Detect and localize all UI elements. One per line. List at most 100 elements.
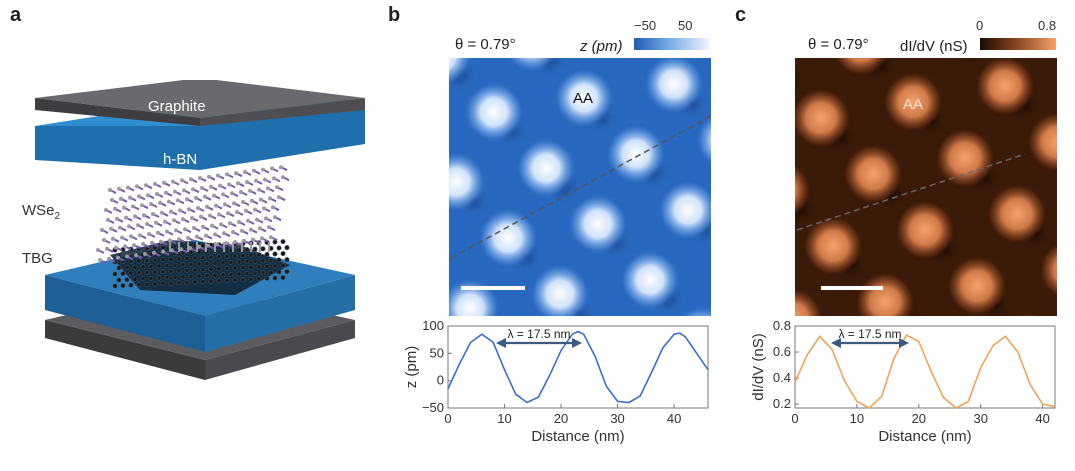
panel-c-aa-site [975, 58, 1035, 116]
wse2-atom [259, 197, 263, 202]
panel-b-aa-site [449, 58, 472, 86]
tbg-atom [224, 253, 230, 259]
panel-c-colorbar: 0 0.8 dI/dV (nS) [900, 18, 1060, 58]
panel-c-x-tick-label: 20 [912, 411, 926, 426]
wse2-atom [176, 198, 180, 203]
panel-b-dark-site [625, 58, 654, 65]
tbg-atom [172, 274, 178, 280]
wse2-atom [232, 201, 236, 206]
graphite-label: Graphite [148, 98, 206, 115]
wse2-atom [235, 210, 239, 214]
wse2-atom [165, 229, 169, 234]
wse2-atom [111, 236, 115, 241]
tbg-atom [228, 259, 234, 265]
tbg-atom [260, 246, 266, 252]
panel-b-aa-site [464, 82, 524, 142]
wse2-atom [181, 217, 185, 222]
tbg-atom [148, 275, 154, 281]
wse2-atom [131, 204, 135, 209]
wse2-atom [133, 214, 137, 219]
panel-c-aa-site [935, 128, 995, 188]
tbg-atom [264, 251, 270, 257]
tbg-atom [116, 265, 122, 271]
tbg-atom [144, 269, 150, 275]
wse2-atom [203, 194, 207, 199]
panel-b-x-tick-label: 10 [497, 411, 511, 426]
tbg-atom [156, 263, 162, 269]
wse2-atom [237, 220, 241, 224]
tbg-atom [152, 269, 158, 275]
wse2-atom [194, 196, 198, 200]
wse2-atom [244, 208, 248, 213]
tbg-atom [276, 269, 282, 275]
panel-b-aa-site [554, 68, 614, 128]
panel-c-aa-site [795, 58, 799, 77]
tbg-atom [128, 270, 134, 276]
tbg-atom [168, 256, 174, 262]
wse2-atom [144, 183, 148, 188]
wse2-atom [185, 197, 189, 202]
panel-c-aa-site [855, 272, 915, 316]
wse2-atom [219, 222, 223, 227]
wse2-atom [114, 245, 118, 250]
tbg-atom [204, 273, 210, 279]
wse2-atom [146, 193, 150, 198]
wse2-atom [234, 171, 238, 176]
panel-c-aa-label: AA [903, 96, 924, 113]
panel-b-aa-site [568, 194, 628, 254]
panel-c-colorbar-gradient [980, 38, 1056, 50]
wse2-atom [117, 186, 121, 191]
tbg-atom [112, 271, 118, 277]
tbg-atom [144, 257, 150, 263]
wse2-atom [158, 200, 162, 205]
tbg-atom [268, 257, 274, 263]
wse2-atom [104, 208, 108, 212]
tbg-atom [240, 253, 246, 259]
tbg-atom [132, 276, 138, 282]
hbn-label: h-BN [163, 151, 198, 168]
panel-b-label: b [388, 4, 401, 26]
panel-c-x-tick-label: 40 [1035, 411, 1049, 426]
panel-b-x-tick-label: 20 [554, 411, 568, 426]
panel-b-aa-site [644, 58, 704, 114]
panel-b-x-tick-label: 40 [667, 411, 681, 426]
wse2-atom [125, 254, 129, 259]
wse2-atom [124, 215, 128, 220]
wse2-atom [110, 198, 114, 202]
tbg-atom [196, 273, 202, 279]
panel-b-y-axis-label: z (pm) [403, 346, 420, 389]
panel-b-dark-site [449, 258, 454, 283]
panel-c-x-tick-label: 10 [850, 411, 864, 426]
panel-c-y-tick-label: 0.8 [773, 318, 791, 333]
wse2-atom [153, 182, 157, 186]
tbg-atom [116, 277, 122, 283]
panel-b-x-tick-label: 30 [610, 411, 624, 426]
panel-b-aa-site [449, 152, 486, 212]
panel-b-moire-aa-sites [449, 58, 711, 316]
wse2-atom [132, 243, 136, 248]
wse2-atom [167, 199, 171, 204]
panel-b-colorbar-max: 50 [678, 18, 693, 33]
tbg-atom [124, 277, 130, 283]
panel-b-aa-site [658, 180, 711, 240]
wse2-atom [269, 235, 273, 240]
wse2-atom [268, 196, 272, 201]
wse2-atom [191, 187, 195, 192]
tbg-atom [204, 261, 210, 267]
wse2-atom [272, 176, 276, 181]
tbg-atom [248, 252, 254, 258]
panel-b-aa-site [506, 58, 558, 72]
tbg-atom [136, 258, 142, 264]
tbg-atom [136, 270, 142, 276]
tbg-atom [232, 265, 238, 271]
wse2-atom [222, 231, 226, 236]
panel-c-aa-site [795, 88, 851, 148]
wse2-atom [208, 213, 212, 218]
tbg-atom [200, 267, 206, 273]
tbg-atom [208, 254, 214, 260]
tbg-atom [164, 263, 170, 269]
panel-b-axes-frame [447, 325, 709, 409]
tbg-atom [256, 252, 262, 258]
wse2-lattice [96, 165, 290, 264]
tbg-atom [212, 260, 218, 266]
